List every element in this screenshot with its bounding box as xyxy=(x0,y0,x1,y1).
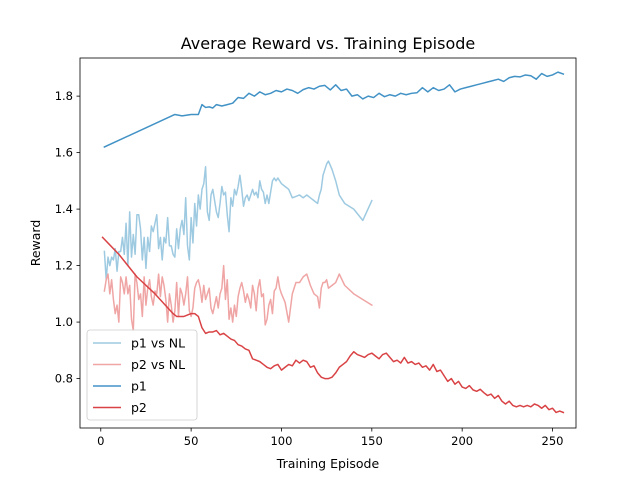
x-tick-label: 100 xyxy=(270,434,292,448)
chart-title: Average Reward vs. Training Episode xyxy=(181,34,476,53)
y-tick-label: 1.8 xyxy=(55,89,73,103)
series-line-p1 xyxy=(103,71,565,148)
x-tick-label: 150 xyxy=(361,434,383,448)
legend-box xyxy=(86,329,198,421)
plot-frame xyxy=(79,57,577,429)
legend-label: p1 vs NL xyxy=(131,336,185,351)
legend-label: p2 vs NL xyxy=(131,357,185,372)
x-axis-label: Training Episode xyxy=(276,456,380,471)
legend-label: p2 xyxy=(131,400,147,415)
y-axis-label: Reward xyxy=(28,220,43,267)
x-tick-label: 250 xyxy=(542,434,564,448)
series-line-p1-vs-nl xyxy=(103,160,373,281)
series-line-p2-vs-nl xyxy=(103,264,373,332)
series-layer xyxy=(101,71,565,414)
legend: p1 vs NL p2 vs NL p1 p2 xyxy=(86,329,198,421)
x-tick-label: 0 xyxy=(97,434,104,448)
y-tick-label: 0.8 xyxy=(55,372,73,386)
y-tick-label: 1.4 xyxy=(55,202,73,216)
x-tick-label: 200 xyxy=(451,434,473,448)
legend-label: p1 xyxy=(131,379,147,394)
x-tick-label: 50 xyxy=(184,434,199,448)
axis-ticks: 0 50 100 150 200 250 0.8 1.0 1.2 1.4 1.6 1.8 xyxy=(55,89,564,448)
y-tick-label: 1.6 xyxy=(55,146,73,160)
y-tick-label: 1.2 xyxy=(55,259,73,273)
y-tick-label: 1.0 xyxy=(55,315,73,329)
series-line-p2 xyxy=(101,236,565,414)
